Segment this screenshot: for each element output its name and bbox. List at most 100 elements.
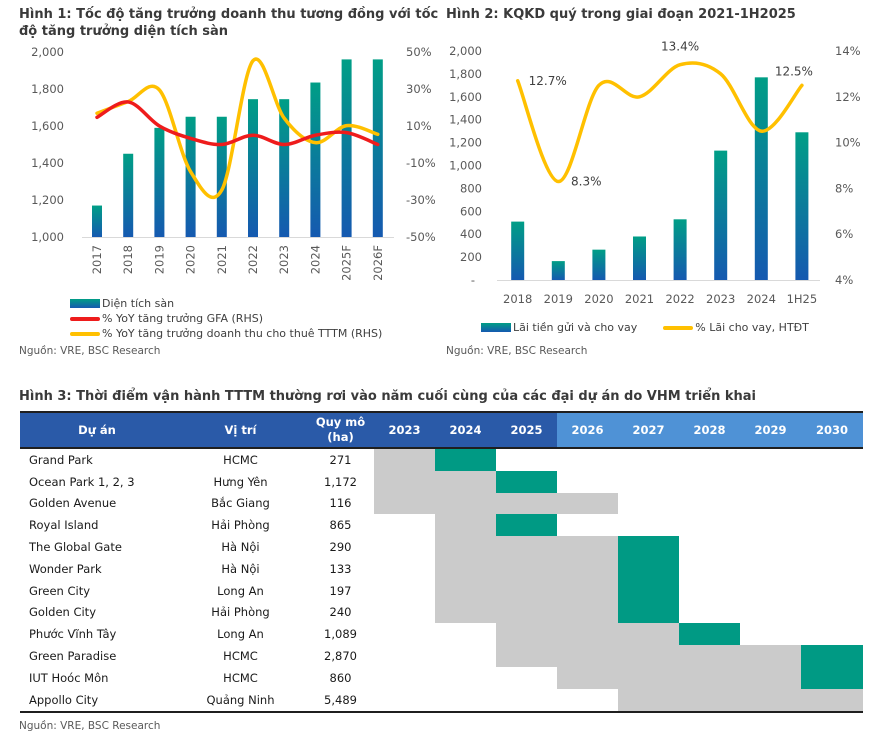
- size-cell: 116: [329, 496, 352, 511]
- timeline-cell-empty: [435, 688, 496, 713]
- bar-floor-area: [92, 205, 102, 237]
- location-cell: Bắc Giang: [211, 496, 270, 511]
- data-label: 8.3%: [571, 175, 602, 189]
- location-cell: Hà Nội: [221, 561, 260, 576]
- figure3-source: Nguồn: VRE, BSC Research: [19, 720, 161, 732]
- location-cell: Hà Nội: [221, 540, 260, 555]
- timeline-cell-construction: [435, 536, 496, 558]
- size-cell: 5,489: [307, 688, 374, 713]
- bar-interest-income: [551, 261, 565, 280]
- timeline-cell-construction: [496, 601, 557, 624]
- timeline-cell-construction: [801, 688, 863, 713]
- timeline-cell-construction: [557, 557, 618, 580]
- timeline-cell-empty: [618, 448, 679, 471]
- timeline-cell-empty: [740, 448, 801, 471]
- bar-floor-area: [154, 127, 165, 237]
- project-name-cell: Appollo City: [20, 688, 174, 713]
- timeline-cell-empty: [374, 536, 435, 558]
- legend-label: Diện tích sàn: [102, 297, 175, 310]
- table-row: Green Paradise HCMC 2,870: [20, 645, 863, 667]
- timeline-cell-mall-opening: [618, 579, 679, 602]
- bar-interest-income: [511, 221, 525, 280]
- size-cell: 860: [329, 670, 352, 685]
- y-axis-tick-label: 1,600: [449, 90, 482, 104]
- bar-floor-area: [372, 59, 383, 238]
- x-axis-tick-label: 2025F: [340, 245, 354, 281]
- timeline-cell-empty: [740, 623, 801, 645]
- timeline-cell-construction: [496, 557, 557, 580]
- location-cell: Quảng Ninh: [174, 688, 307, 713]
- figure2-title: Hình 2: KQKD quý trong giai đoạn 2021-1H…: [446, 7, 796, 22]
- y2-axis-tick-label: 8%: [835, 181, 853, 195]
- bar-floor-area: [185, 116, 196, 237]
- timeline-cell-empty: [557, 448, 618, 471]
- project-name-cell: Green Paradise: [29, 649, 117, 664]
- table-row: The Global Gate Hà Nội 290: [20, 536, 863, 558]
- timeline-cell-empty: [679, 493, 740, 515]
- size-cell: 865: [329, 518, 352, 533]
- y2-axis-tick-label: 10%: [406, 119, 432, 133]
- column-header-year: 2030: [801, 411, 863, 449]
- bar-interest-income: [795, 132, 809, 280]
- y2-axis-tick-label: 4%: [835, 273, 853, 287]
- y-axis-tick-label: 1,000: [31, 230, 64, 244]
- timeline-cell-empty: [740, 493, 801, 515]
- x-axis-tick-label: 2022: [665, 292, 694, 306]
- size-cell: 1,172: [324, 474, 357, 489]
- timeline-cell-construction: [496, 492, 557, 515]
- x-axis-tick-label: 2017: [90, 245, 104, 274]
- column-header-year: 2028: [679, 411, 740, 449]
- x-axis-tick-label: 2020: [184, 245, 198, 274]
- y2-axis-tick-label: -30%: [406, 193, 436, 207]
- legend-swatch-bar: [70, 299, 100, 308]
- timeline-cell-empty: [801, 471, 863, 493]
- y-axis-tick-label: 1,400: [31, 156, 64, 170]
- timeline-cell-empty: [679, 536, 740, 558]
- column-header-year: 2026: [557, 411, 618, 449]
- timeline-cell-empty: [801, 558, 863, 580]
- table-row: Ocean Park 1, 2, 3 Hưng Yên 1,172: [20, 470, 863, 493]
- column-header-location: Vị trí: [174, 411, 307, 449]
- timeline-cell-mall-opening: [435, 448, 496, 471]
- timeline-cell-empty: [496, 688, 557, 713]
- timeline-cell-empty: [801, 580, 863, 602]
- column-header-year: 2024: [435, 411, 496, 449]
- size-cell: 2,870: [324, 649, 357, 664]
- figure1-title-line1: Hình 1: Tốc độ tăng trưởng doanh thu tươ…: [19, 7, 439, 22]
- location-cell: Hải Phòng: [211, 518, 270, 533]
- column-header-year: 2025: [496, 411, 557, 449]
- timeline-cell-construction: [557, 601, 618, 624]
- figure1-legend: Diện tích sàn % YoY tăng trưởng GFA (RHS…: [70, 296, 382, 341]
- timeline-cell-mall-opening: [618, 536, 679, 558]
- bar-interest-income: [633, 236, 646, 280]
- y2-axis-tick-label: 6%: [835, 227, 853, 241]
- timeline-cell-construction: [496, 645, 557, 667]
- y-axis-tick-label: 1,600: [31, 119, 64, 133]
- timeline-cell-empty: [496, 667, 557, 689]
- timeline-cell-construction: [618, 666, 679, 689]
- timeline-cell-empty: [557, 514, 618, 536]
- x-axis-tick-label: 2023: [277, 245, 291, 274]
- timeline-cell-mall-opening: [618, 601, 679, 624]
- y2-axis-tick-label: -10%: [406, 156, 436, 170]
- timeline-cell-empty: [618, 493, 679, 515]
- timeline-cell-construction: [679, 645, 740, 667]
- timeline-cell-construction: [496, 623, 557, 646]
- y2-axis-tick-label: 50%: [406, 45, 432, 59]
- timeline-cell-empty: [801, 623, 863, 645]
- location-cell: Long An: [217, 583, 264, 598]
- timeline-cell-empty: [679, 558, 740, 580]
- data-label: 13.4%: [661, 40, 699, 54]
- y2-axis-tick-label: 10%: [835, 136, 861, 150]
- column-header-year: 2023: [374, 411, 435, 449]
- table-row: Green City Long An 197: [20, 579, 863, 602]
- timeline-cell-empty: [740, 471, 801, 493]
- timeline-cell-construction: [374, 492, 435, 515]
- project-name-cell: IUT Hoóc Môn: [29, 670, 109, 685]
- x-axis-tick-label: 2018: [503, 292, 532, 306]
- timeline-cell-construction: [740, 688, 801, 713]
- timeline-cell-construction: [435, 470, 496, 493]
- figure1-source: Nguồn: VRE, BSC Research: [19, 345, 161, 357]
- timeline-cell-construction: [435, 514, 496, 537]
- timeline-cell-empty: [618, 471, 679, 493]
